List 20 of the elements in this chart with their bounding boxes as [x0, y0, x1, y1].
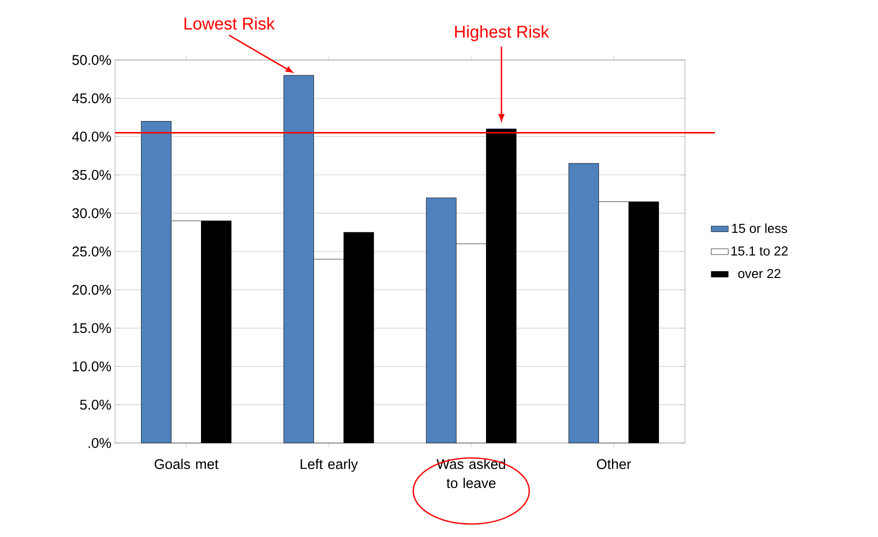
y-tick-label: 45.0%	[72, 93, 111, 104]
legend-label: 15.1 to 22	[731, 246, 788, 256]
x-tick-label: Was asked to leave	[436, 458, 506, 488]
x-tick-label: Goals met	[154, 458, 218, 470]
y-tick-label: 40.0%	[72, 132, 111, 142]
y-tick-label: 10.0%	[72, 361, 111, 372]
y-tick-label: 50.0%	[72, 55, 111, 65]
y-tick-label: 15.0%	[72, 323, 111, 334]
x-tick-label: Left early	[300, 458, 358, 472]
y-tick-label: 30.0%	[72, 208, 111, 218]
text: Lowest Risk	[184, 17, 275, 30]
y-tick-label: 35.0%	[72, 170, 111, 180]
y-tick-label: .0%	[88, 438, 111, 448]
text: Highest Risk	[455, 25, 550, 42]
y-tick-label: 25.0%	[72, 246, 111, 256]
y-tick-label: 5.0%	[80, 400, 111, 410]
y-tick-label: 20.0%	[72, 284, 111, 295]
legend-label: over 22	[738, 268, 780, 278]
x-tick-label: Other	[596, 458, 632, 470]
legend-label: 15 or less	[732, 223, 788, 233]
